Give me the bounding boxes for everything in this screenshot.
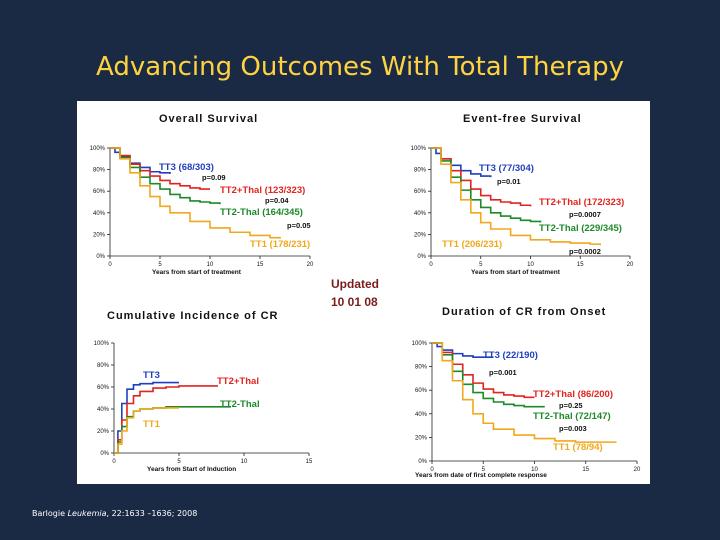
y-tick-label-efs: 80% [414, 168, 427, 174]
y-tick-label-os: 100% [90, 146, 106, 152]
x-tick-label-dcr: 0 [430, 467, 434, 473]
y-tick-label-os: 40% [93, 211, 106, 217]
x-tick-label-cr: 15 [306, 459, 313, 465]
y-tick-label-os: 60% [93, 189, 106, 195]
x-tick-label-dcr: 20 [634, 467, 641, 473]
xlabel-overall-survival: Years from start of treatment [152, 269, 242, 276]
series-line-efs-tt3 [431, 147, 492, 178]
plot-dcr: 0% 20% 40% 60% 80% 100% 0 5 10 15 20 [412, 341, 641, 473]
y-tick-label-dcr: 80% [415, 365, 428, 371]
pvalue-os-3: p=0.05 [287, 221, 311, 230]
panel-title-overall-survival: Overall Survival [159, 113, 258, 125]
label-dcr-tt3: TT3 (22/190) [483, 350, 538, 361]
xlabel-duration-cr: Years from date of first complete respon… [415, 472, 547, 479]
y-tick-label-dcr: 40% [415, 412, 428, 418]
pvalue-efs-3: p=0.0002 [569, 247, 601, 256]
y-tick-label-cr: 100% [94, 341, 110, 347]
y-tick-label-cr: 80% [97, 363, 110, 369]
x-tick-label-efs: 20 [627, 262, 634, 268]
x-tick-label-efs: 5 [479, 262, 483, 268]
x-tick-label-dcr: 15 [582, 467, 589, 473]
survival-charts: 0%20%40%60%80%100%0 5 10 15 200%20%40%60%80%… [90, 113, 641, 479]
label-dcr-tt2-thal-plus: TT2+Thal (86/200) [533, 389, 613, 400]
series-line-cr-tt1 [114, 407, 179, 454]
x-tick-label-os: 10 [207, 262, 214, 268]
panel-title-event-free-survival: Event-free Survival [463, 113, 582, 125]
y-tick-label-efs: 0% [417, 254, 426, 260]
label-cr-tt2-thal-plus: TT2+Thal [217, 376, 259, 387]
x-tick-label-os: 5 [158, 262, 162, 268]
label-os-tt2-thal-plus: TT2+Thal (123/323) [220, 185, 305, 196]
panel-title-duration-cr: Duration of CR from Onset [442, 306, 606, 318]
label-os-tt3: TT3 (68/303) [159, 162, 214, 173]
y-tick-label-efs: 40% [414, 211, 427, 217]
y-tick-label-dcr: 100% [412, 341, 428, 347]
series-line-cr-tt2-thal [114, 406, 231, 454]
slide-title: Advancing Outcomes With Total Therapy [95, 52, 625, 82]
label-efs-tt2-thal-minus: TT2-Thal (229/345) [539, 223, 622, 234]
x-tick-label-dcr: 10 [531, 467, 538, 473]
y-tick-label-os: 80% [93, 168, 106, 174]
x-tick-label-cr: 5 [177, 459, 181, 465]
plot-cr: 0% 20% 40% 60% 80% 100% 0 5 10 15 [94, 341, 313, 465]
x-tick-label-efs: 0 [429, 262, 433, 268]
label-dcr-tt1: TT1 (78/94) [553, 442, 603, 453]
label-os-tt1: TT1 (178/231) [250, 239, 310, 250]
plot-os: 0% 20% 40% 60% 80% 100% 0 5 10 15 20 [90, 146, 314, 268]
y-tick-label-os: 20% [93, 232, 106, 238]
series-line-cr-tt2-plus-thal [114, 385, 218, 454]
y-tick-label-cr: 40% [97, 407, 110, 413]
y-tick-label-dcr: 20% [415, 435, 428, 441]
series-line-dcr-tt1 [432, 342, 617, 443]
series-line-cr-tt3 [114, 381, 179, 454]
label-efs-tt3: TT3 (77/304) [479, 163, 534, 174]
y-tick-label-efs: 100% [411, 146, 427, 152]
series-line-os-tt1 [110, 147, 281, 239]
pvalue-efs-1: p=0.01 [497, 177, 521, 186]
pvalue-dcr-1: p=0.001 [489, 368, 517, 377]
y-tick-label-efs: 20% [414, 232, 427, 238]
y-tick-label-efs: 60% [414, 189, 427, 195]
y-tick-label-cr: 60% [97, 385, 110, 391]
x-tick-label-os: 15 [257, 262, 264, 268]
label-efs-tt2-thal-plus: TT2+Thal (172/323) [539, 197, 624, 208]
y-tick-label-dcr: 0% [418, 459, 427, 465]
pvalue-dcr-3: p=0.003 [559, 424, 587, 433]
y-tick-label-cr: 20% [97, 429, 110, 435]
label-cr-tt3: TT3 [143, 370, 160, 381]
updated-stamp-box [318, 271, 408, 313]
pvalue-efs-2: p=0.0007 [569, 210, 601, 219]
x-tick-label-efs: 10 [527, 262, 534, 268]
x-tick-label-os: 0 [108, 262, 112, 268]
label-cr-tt1: TT1 [143, 419, 161, 430]
series-line-os-tt3 [110, 147, 171, 174]
citation-author: Barlogie [32, 509, 66, 518]
pvalue-os-1: p=0.09 [202, 173, 226, 182]
label-dcr-tt2-thal-minus: TT2-Thal (72/147) [533, 411, 611, 422]
x-tick-label-efs: 15 [577, 262, 584, 268]
updated-label: Updated [331, 277, 379, 291]
x-tick-label-dcr: 5 [482, 467, 486, 473]
survival-figure: 0% 20% 40% 60% 80% 100% 0 5 10 15 20 0% 20% 40% 60% 80%… [77, 101, 650, 484]
y-tick-label-cr: 0% [100, 451, 109, 457]
xlabel-cumulative-incidence-cr: Years from Start of Induction [147, 466, 236, 473]
pvalue-os-2: p=0.04 [265, 196, 289, 205]
y-tick-label-os: 0% [96, 254, 105, 260]
label-efs-tt1: TT1 (206/231) [442, 239, 502, 250]
label-cr-tt2-thal-minus: TT2-Thal [220, 399, 260, 410]
x-tick-label-cr: 10 [241, 459, 248, 465]
plot-efs: 0% 20% 40% 60% 80% 100% 0 5 10 15 20 [411, 146, 634, 268]
x-tick-label-cr: 0 [112, 459, 116, 465]
series-line-efs-tt1 [431, 147, 601, 246]
panel-title-cumulative-incidence-cr: Cumulative Incidence of CR [107, 310, 278, 322]
y-tick-label-dcr: 60% [415, 388, 428, 394]
citation-journal: Leukemia [67, 509, 107, 518]
x-tick-label-os: 20 [307, 262, 314, 268]
citation: Barlogie Leukemia, 22:1633 –1636; 2008 [32, 509, 197, 518]
updated-date: 10 01 08 [331, 295, 378, 309]
pvalue-dcr-2: p=0.25 [559, 401, 583, 410]
xlabel-event-free-survival: Years from start of treatment [471, 269, 561, 276]
citation-details: , 22:1633 –1636; 2008 [106, 509, 198, 518]
label-os-tt2-thal-minus: TT2-Thal (164/345) [220, 207, 303, 218]
